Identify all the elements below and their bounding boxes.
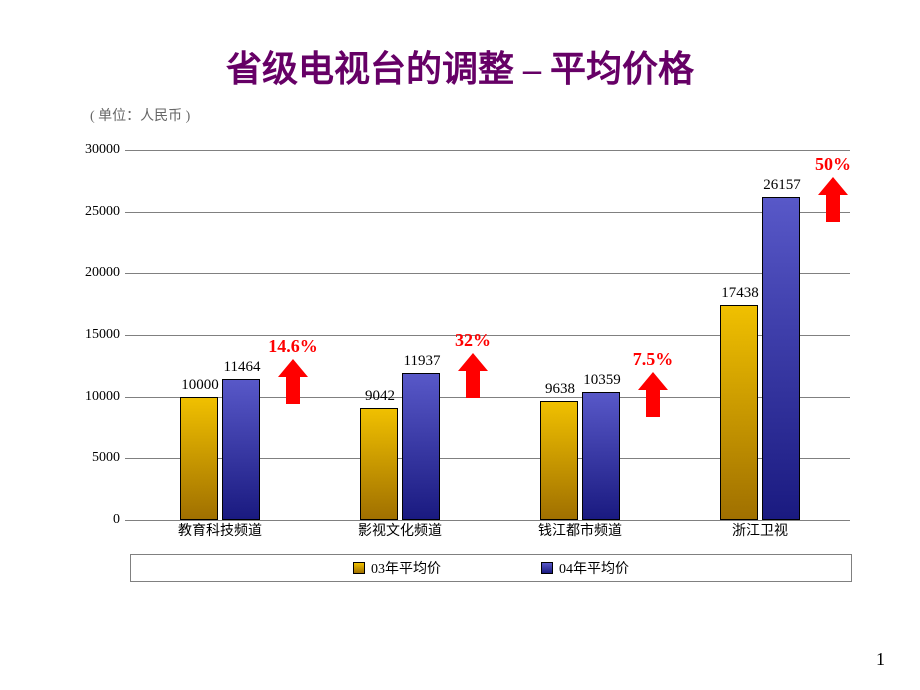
- bar: 11937: [402, 373, 440, 520]
- bar: 10359: [582, 392, 620, 520]
- increase-arrow-icon: [638, 372, 668, 417]
- legend-label-03: 03年平均价: [371, 558, 441, 578]
- y-tick-label: 5000: [70, 450, 120, 466]
- bar-value-label: 26157: [752, 177, 812, 194]
- bar: 17438: [720, 305, 758, 520]
- x-category-label: 教育科技频道: [178, 520, 262, 540]
- y-tick-label: 10000: [70, 389, 120, 405]
- x-category-label: 浙江卫视: [732, 520, 788, 540]
- legend-swatch-04: [541, 562, 553, 574]
- page-number: 1: [876, 649, 885, 670]
- gridline: [130, 273, 850, 274]
- legend-item-03: 03年平均价: [353, 558, 441, 578]
- chart-title: 省级电视台的调整 – 平均价格: [0, 40, 920, 92]
- bar-value-label: 17438: [710, 285, 770, 302]
- increase-arrow-icon: [818, 177, 848, 222]
- increase-pct-label: 7.5%: [613, 349, 693, 370]
- increase-pct-label: 32%: [433, 330, 513, 351]
- bar-value-label: 11464: [212, 359, 272, 376]
- bar: 11464: [222, 379, 260, 520]
- y-tick-label: 20000: [70, 265, 120, 281]
- y-tick-label: 25000: [70, 204, 120, 220]
- legend-swatch-03: [353, 562, 365, 574]
- bar: 26157: [762, 197, 800, 520]
- bar-value-label: 10000: [170, 377, 230, 394]
- legend-label-04: 04年平均价: [559, 558, 629, 578]
- y-tick-label: 30000: [70, 142, 120, 158]
- increase-pct-label: 14.6%: [253, 336, 333, 357]
- gridline: [130, 212, 850, 213]
- increase-arrow-icon: [458, 353, 488, 398]
- gridline: [130, 150, 850, 151]
- x-category-label: 影视文化频道: [358, 520, 442, 540]
- bar-value-label: 10359: [572, 372, 632, 389]
- legend: 03年平均价 04年平均价: [130, 554, 852, 582]
- plot-area: 100001146414.6%90421193732%9638103597.5%…: [130, 150, 850, 521]
- bar-value-label: 9042: [350, 388, 410, 405]
- bar: 9638: [540, 401, 578, 520]
- bar-chart: 100001146414.6%90421193732%9638103597.5%…: [70, 140, 850, 580]
- legend-item-04: 04年平均价: [541, 558, 629, 578]
- bar: 9042: [360, 408, 398, 520]
- increase-pct-label: 50%: [793, 154, 873, 175]
- bar: 10000: [180, 397, 218, 520]
- increase-arrow-icon: [278, 359, 308, 404]
- unit-note: ( 单位：人民币 ): [90, 105, 190, 125]
- bar-value-label: 11937: [392, 353, 452, 370]
- y-tick-label: 15000: [70, 327, 120, 343]
- x-category-label: 钱江都市频道: [538, 520, 622, 540]
- y-tick-label: 0: [70, 512, 120, 528]
